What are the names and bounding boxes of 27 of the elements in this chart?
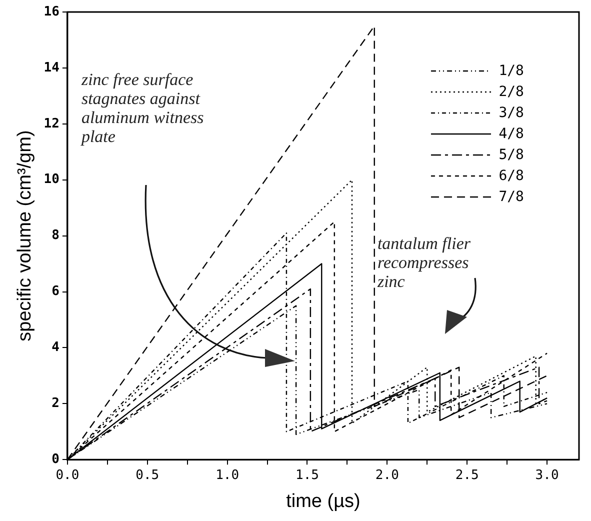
x-tick-label: 0.5 — [136, 468, 160, 483]
x-tick-label: 2.5 — [455, 468, 479, 483]
x-tick-label: 0.0 — [56, 468, 80, 483]
x-tick-label: 3.0 — [535, 468, 559, 483]
x-tick-label: 1.0 — [216, 468, 240, 483]
x-axis-title: time (µs) — [286, 490, 360, 512]
y-axis-title: specific volume (cm³/gm) — [14, 130, 36, 342]
x-tick-label: 2.0 — [375, 468, 399, 483]
y-tick-label: 10 — [44, 172, 60, 188]
annotation: zinc free surface stagnates against aluminum witness plate — [81, 70, 205, 146]
legend-label: 4/8 — [498, 126, 524, 142]
y-tick-label: 2 — [52, 396, 60, 412]
x-tick-label: 1.5 — [296, 468, 319, 483]
legend-label: 7/8 — [498, 188, 524, 204]
y-tick-label: 4 — [52, 340, 60, 356]
legend-label: 5/8 — [498, 146, 524, 162]
y-tick-label: 14 — [44, 60, 60, 76]
y-tick-label: 12 — [44, 116, 60, 132]
annotation: tantalum flier recompresses zinc — [377, 234, 472, 291]
y-tick-label: 8 — [52, 228, 60, 244]
y-tick-label: 0 — [52, 452, 60, 467]
y-tick-label: 6 — [52, 284, 60, 300]
legend-label: 2/8 — [498, 84, 524, 100]
legend-label: 6/8 — [498, 168, 524, 184]
y-tick-label: 16 — [44, 4, 60, 20]
legend-label: 3/8 — [498, 104, 524, 120]
legend-label: 1/8 — [498, 62, 524, 78]
